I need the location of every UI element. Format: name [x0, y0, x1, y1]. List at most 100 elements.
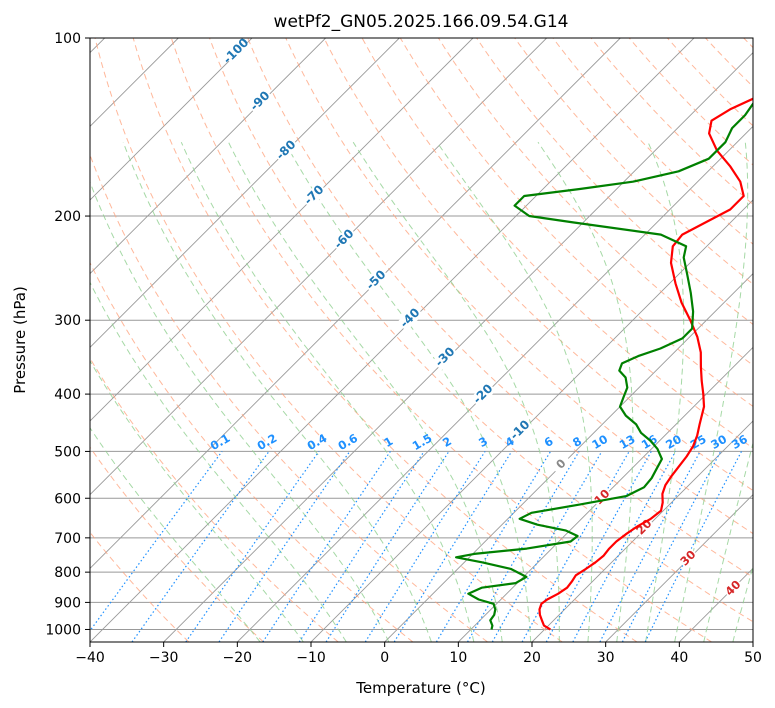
isotherm-line: [90, 38, 547, 496]
moist-adiabat: [352, 141, 560, 642]
mixing-ratio-line: [218, 451, 351, 642]
isotherm-line: [90, 38, 400, 348]
dry-adiabat: [247, 38, 753, 578]
dry-adiabat: [399, 38, 753, 408]
dry-adiabat: [94, 38, 563, 642]
y-tick-label: 300: [54, 313, 81, 329]
label-backdrop: [331, 226, 358, 253]
mixing-ratio-line: [572, 451, 677, 642]
label-backdrop: [273, 137, 300, 164]
temperature-profile: [538, 97, 753, 631]
label-backdrop: [507, 417, 534, 444]
label-backdrop: [550, 453, 573, 476]
y-axis: 100 200 300 400 500 600 700 800 900 1000: [45, 31, 90, 638]
isotherm-line: [458, 346, 753, 642]
dry-adiabat: [323, 38, 753, 492]
x-axis-label: Temperature (°C): [355, 679, 485, 697]
dry-adiabat: [590, 38, 753, 206]
mixing-ratio-label: 13: [617, 432, 638, 452]
mixing-ratio-line: [90, 451, 223, 632]
x-tick-label: 0: [380, 650, 389, 666]
label-backdrop: [397, 305, 424, 332]
dry-adiabat: [514, 38, 753, 285]
moist-adiabat: [645, 141, 685, 642]
moist-adiabat: [122, 142, 432, 642]
isotherm-line: [531, 420, 753, 642]
y-tick-label: 600: [54, 491, 81, 507]
x-tick-label: 10: [449, 650, 467, 666]
label-backdrop: [722, 577, 745, 600]
dry-adiabat: [90, 261, 414, 642]
label-backdrop: [591, 486, 614, 509]
moist-adiabat: [703, 440, 753, 642]
mixing-ratio-label: 20: [663, 432, 684, 452]
dry-adiabat: [476, 38, 753, 326]
label-backdrop: [633, 516, 656, 539]
x-tick-label: 50: [744, 650, 762, 666]
dry-adiabat: [628, 38, 753, 166]
isotherm-line: [605, 494, 753, 642]
dry-adiabat: [170, 38, 712, 642]
moist-adiabat: [732, 564, 753, 642]
moist-adiabat: [90, 427, 261, 642]
moist-adiabat: [90, 180, 390, 642]
y-tick-label: 100: [54, 31, 81, 47]
y-tick-label: 900: [54, 595, 81, 611]
chart-title: wetPf2_GN05.2025.166.09.54.G14: [274, 12, 569, 32]
label-backdrop: [247, 88, 274, 115]
mixing-ratio-label: 10: [589, 432, 610, 452]
x-tick-label: −30: [149, 650, 179, 666]
profile-series: [455, 97, 753, 631]
mixing-ratio-label: 36: [729, 432, 750, 452]
moist-adiabat: [180, 141, 475, 642]
label-backdrop: [432, 344, 459, 371]
isotherm-line: [384, 273, 753, 642]
isotherm-line: [90, 38, 695, 642]
isotherm-line: [163, 52, 753, 642]
moist-adiabat: [90, 360, 304, 642]
mixing-ratio-line: [435, 451, 552, 642]
mixing-ratio-line: [466, 451, 580, 642]
moist-adiabat: [537, 141, 634, 642]
dewpoint-profile: [455, 101, 753, 630]
y-axis-label: Pressure (hPa): [11, 286, 29, 394]
dry-adiabat: [132, 38, 638, 642]
y-tick-label: 1000: [45, 622, 81, 638]
mixing-ratio-line: [545, 451, 652, 642]
x-tick-label: −10: [296, 650, 326, 666]
line-labels: 0.1 0.2 0.4 0.6 1 1.5 2 3 4 6 8 10 13 16 20 25 30 36-100-…: [208, 38, 750, 600]
isotherm-line: [90, 38, 253, 201]
x-tick-label: −20: [223, 650, 253, 666]
x-tick-label: 40: [670, 650, 688, 666]
label-backdrop: [677, 547, 700, 570]
mixing-ratio-label: 30: [708, 432, 729, 452]
x-tick-label: −40: [75, 650, 105, 666]
y-tick-label: 800: [54, 565, 81, 581]
label-backdrop: [301, 182, 328, 209]
mixing-ratio-line: [393, 451, 513, 642]
x-axis: −40 −30 −20 −10 0 10 20 30 40 50: [75, 642, 762, 666]
isotherm-line: [90, 38, 326, 275]
x-tick-label: 30: [597, 650, 615, 666]
moist-adiabat: [228, 141, 503, 642]
moist-adiabat: [90, 281, 347, 642]
plot-frame: [89, 37, 754, 643]
mixing-ratio-line: [325, 451, 450, 642]
dry-adiabat: [209, 38, 753, 623]
y-tick-label: 400: [54, 387, 81, 403]
mixing-ratio-line: [364, 451, 486, 642]
moist-adiabat: [674, 142, 749, 642]
label-backdrop: [223, 38, 250, 65]
mixing-ratio-line: [491, 451, 603, 642]
moist-adiabat: [436, 141, 593, 642]
label-backdrop: [363, 267, 390, 294]
dry-adiabat: [361, 38, 753, 449]
x-tick-label: 20: [523, 650, 541, 666]
y-tick-label: 700: [54, 531, 81, 547]
isotherm-line: [90, 38, 621, 569]
isotherm-line: [237, 125, 753, 642]
dry-adiabat: [90, 446, 264, 642]
y-tick-label: 500: [54, 444, 81, 460]
